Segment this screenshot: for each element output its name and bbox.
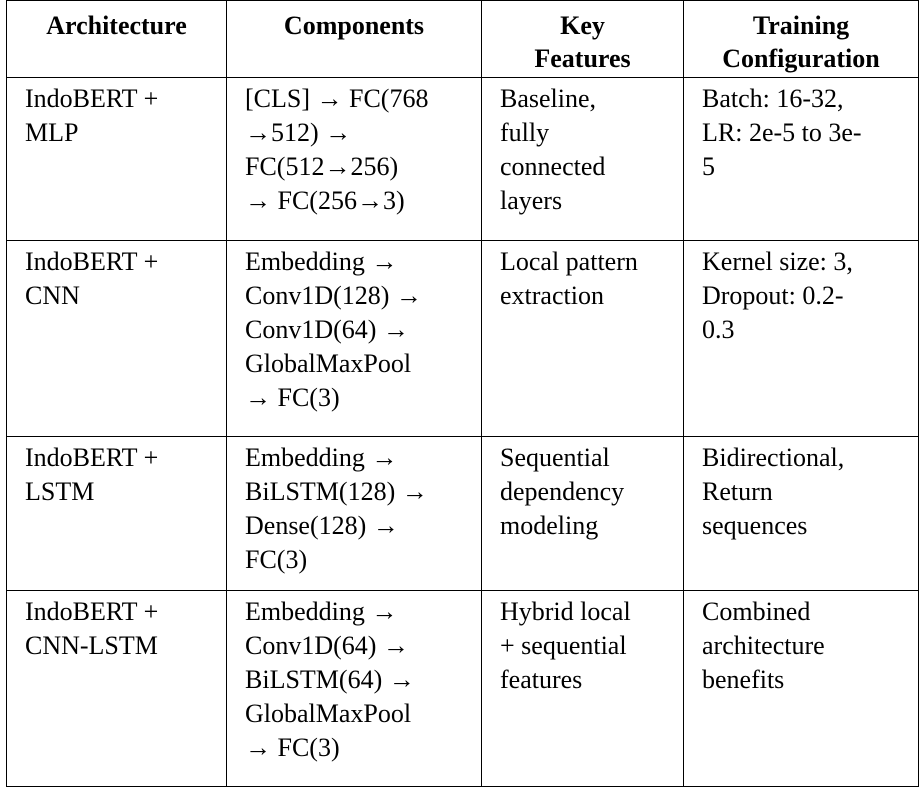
table-header-row: Architecture Components Key Features Tra… — [6, 0, 919, 78]
header-key-features: Key Features — [481, 0, 684, 78]
cell-line: GlobalMaxPool — [245, 699, 412, 728]
cell-architecture: IndoBERT + LSTM — [6, 436, 227, 591]
cell-line: Hybrid local — [500, 597, 631, 626]
table-row: IndoBERT + LSTM Embedding → BiLSTM(128) … — [6, 436, 919, 591]
cell-line: Embedding → — [245, 597, 398, 626]
cell-line: Dense(128) → — [245, 511, 399, 540]
cell-training-configuration: Bidirectional, Return sequences — [683, 436, 919, 591]
header-training-line-1: Training — [752, 11, 850, 40]
cell-line: → FC(256→3) — [245, 186, 405, 215]
cell-line: LSTM — [25, 477, 95, 506]
cell-line: MLP — [25, 118, 79, 147]
cell-line: [CLS] → FC(768 — [245, 84, 429, 113]
cell-components: Embedding → BiLSTM(128) → Dense(128) → F… — [226, 436, 482, 591]
cell-components: Embedding → Conv1D(64) → BiLSTM(64) → Gl… — [226, 590, 482, 787]
header-architecture: Architecture — [6, 0, 227, 78]
cell-components: [CLS] → FC(768 →512) → FC(512→256) → FC(… — [226, 77, 482, 241]
cell-line: →512) → — [245, 118, 352, 147]
cell-line: → FC(3) — [245, 383, 340, 412]
cell-line: Kernel size: 3, — [702, 247, 853, 276]
table-row: IndoBERT + MLP [CLS] → FC(768 →512) → FC… — [6, 77, 919, 241]
cell-line: FC(3) — [245, 545, 308, 574]
cell-architecture: IndoBERT + CNN — [6, 240, 227, 437]
cell-line: Local pattern — [500, 247, 638, 276]
header-training-configuration: Training Configuration — [683, 0, 919, 78]
header-architecture-line: Architecture — [46, 11, 187, 40]
cell-line: architecture — [702, 631, 825, 660]
cell-line: Baseline, — [500, 84, 597, 113]
cell-components: Embedding → Conv1D(128) → Conv1D(64) → G… — [226, 240, 482, 437]
cell-training-configuration: Kernel size: 3, Dropout: 0.2- 0.3 — [683, 240, 919, 437]
header-key-features-line-2: Features — [534, 44, 631, 73]
cell-line: CNN-LSTM — [25, 631, 158, 660]
cell-line: fully — [500, 118, 550, 147]
cell-line: IndoBERT + — [25, 443, 159, 472]
cell-line: → FC(3) — [245, 733, 340, 762]
cell-key-features: Baseline, fully connected layers — [481, 77, 684, 241]
cell-line: Sequential — [500, 443, 610, 472]
cell-line: Conv1D(64) → — [245, 315, 409, 344]
cell-line: sequences — [702, 511, 808, 540]
cell-line: benefits — [702, 665, 785, 694]
header-components: Components — [226, 0, 482, 78]
cell-line: Embedding → — [245, 443, 398, 472]
cell-line: FC(512→256) — [245, 152, 399, 181]
cell-line: modeling — [500, 511, 599, 540]
cell-line: IndoBERT + — [25, 84, 159, 113]
cell-line: IndoBERT + — [25, 597, 159, 626]
header-components-line: Components — [283, 11, 425, 40]
cell-line: 5 — [702, 152, 715, 181]
cell-architecture: IndoBERT + MLP — [6, 77, 227, 241]
cell-line: Combined — [702, 597, 811, 626]
cell-line: dependency — [500, 477, 625, 506]
cell-key-features: Hybrid local + sequential features — [481, 590, 684, 787]
header-key-features-line-1: Key — [560, 11, 605, 40]
cell-line: GlobalMaxPool — [245, 349, 412, 378]
cell-line: Bidirectional, — [702, 443, 845, 472]
cell-line: BiLSTM(128) → — [245, 477, 428, 506]
cell-line: LR: 2e-5 to 3e- — [702, 118, 862, 147]
cell-line: CNN — [25, 281, 80, 310]
cell-line: Dropout: 0.2- — [702, 281, 844, 310]
cell-key-features: Sequential dependency modeling — [481, 436, 684, 591]
cell-line: Embedding → — [245, 247, 398, 276]
cell-line: connected — [500, 152, 606, 181]
cell-line: Conv1D(128) → — [245, 281, 422, 310]
cell-architecture: IndoBERT + CNN-LSTM — [6, 590, 227, 787]
cell-line: Batch: 16-32, — [702, 84, 844, 113]
cell-line: BiLSTM(64) → — [245, 665, 415, 694]
cell-line: IndoBERT + — [25, 247, 159, 276]
cell-training-configuration: Batch: 16-32, LR: 2e-5 to 3e- 5 — [683, 77, 919, 241]
header-training-line-2: Configuration — [722, 44, 880, 73]
cell-line: features — [500, 665, 583, 694]
cell-line: layers — [500, 186, 563, 215]
table-row: IndoBERT + CNN Embedding → Conv1D(128) →… — [6, 240, 919, 437]
cell-line: extraction — [500, 281, 604, 310]
cell-line: Return — [702, 477, 773, 506]
cell-key-features: Local pattern extraction — [481, 240, 684, 437]
table-row: IndoBERT + CNN-LSTM Embedding → Conv1D(6… — [6, 590, 919, 787]
architecture-comparison-table: Architecture Components Key Features Tra… — [6, 0, 919, 787]
cell-line: + sequential — [500, 631, 627, 660]
cell-training-configuration: Combined architecture benefits — [683, 590, 919, 787]
cell-line: 0.3 — [702, 315, 735, 344]
cell-line: Conv1D(64) → — [245, 631, 409, 660]
